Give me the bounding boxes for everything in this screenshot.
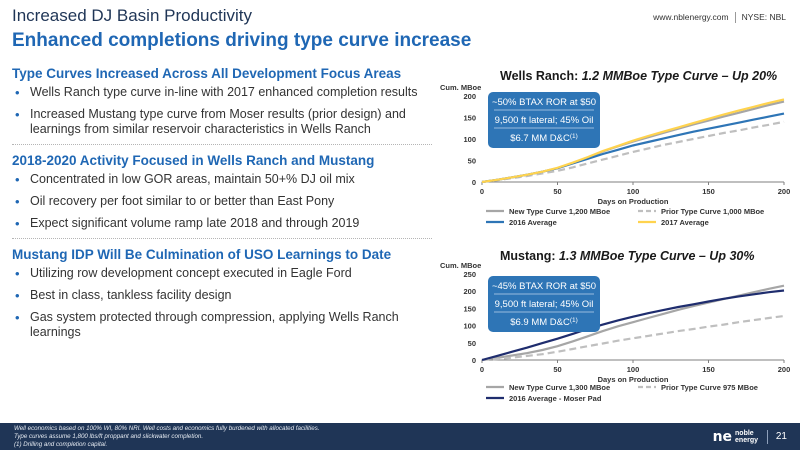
y-tick-label: 100 (463, 135, 476, 144)
header-divider (734, 12, 736, 23)
annotation-line-3-sup: (1) (570, 133, 578, 140)
chart-title-main: Mustang: (500, 249, 559, 263)
annotation-line-2: 9,500 ft lateral; 45% Oil (495, 115, 594, 126)
series-line-3 (481, 98, 785, 184)
x-tick-label: 200 (778, 365, 791, 374)
x-tick-label: 150 (702, 365, 715, 374)
left-text-column: Type Curves Increased Across All Develop… (12, 66, 432, 347)
x-tick-label: 200 (778, 187, 791, 196)
y-tick-label: 100 (463, 322, 476, 331)
annotation-line-3: $6.7 MM D&C(1) (510, 133, 578, 144)
y-tick-label: 250 (463, 270, 476, 279)
bullet-item: Gas system protected through compression… (12, 310, 432, 340)
slide-title: Increased DJ Basin Productivity (12, 6, 252, 25)
mustang-chart: Mustang: 1.3 MMBoe Type Curve – Up 30% Cu… (440, 249, 791, 403)
bullet-list: Concentrated in low GOR areas, maintain … (12, 172, 432, 231)
x-tick-label: 0 (480, 365, 484, 374)
x-tick-label: 100 (627, 187, 640, 196)
dotted-divider (12, 144, 432, 145)
bullet-item: Wells Ranch type curve in-line with 2017… (12, 85, 432, 100)
bullet-item: Utilizing row development concept execut… (12, 266, 432, 281)
y-tick-label: 200 (463, 287, 476, 296)
x-tick-label: 100 (627, 365, 640, 374)
legend-label-0: New Type Curve 1,200 MBoe (509, 207, 610, 216)
annotation-line-1: ~50% BTAX ROR at $50 (492, 97, 596, 108)
y-tick-label: 150 (463, 114, 476, 123)
section-mustang-idp: Mustang IDP Will Be Culmination of USO L… (12, 247, 432, 340)
bullet-list: Wells Ranch type curve in-line with 2017… (12, 85, 432, 137)
x-tick-label: 0 (480, 187, 484, 196)
dotted-divider (12, 238, 432, 239)
bullet-item: Expect significant volume ramp late 2018… (12, 216, 432, 231)
header-info: www.nblenergy.com NYSE: NBL (653, 12, 786, 23)
wells-ranch-chart: Wells Ranch: 1.2 MMBoe Type Curve – Up 2… (440, 69, 791, 227)
y-axis-label: Cum. MBoe (440, 261, 481, 270)
chart-title-italic: 1.3 MMBoe Type Curve – Up 30% (559, 249, 754, 263)
section-activity: 2018-2020 Activity Focused in Wells Ranc… (12, 153, 432, 231)
x-axis-label: Days on Production (598, 375, 669, 384)
legend-label-2: 2016 Average - Moser Pad (509, 394, 602, 403)
chart-title: Wells Ranch: 1.2 MMBoe Type Curve – Up 2… (500, 69, 777, 83)
series-line-1 (481, 120, 785, 184)
page-number: 21 (775, 431, 787, 442)
website-link[interactable]: www.nblenergy.com (653, 12, 729, 22)
logo-text: noble energy (735, 430, 758, 444)
ticker-label: NYSE: NBL (741, 12, 786, 22)
y-tick-label: 50 (468, 339, 476, 348)
bullet-item: Increased Mustang type curve from Moser … (12, 107, 432, 137)
section-heading: 2018-2020 Activity Focused in Wells Ranc… (12, 153, 375, 168)
annotation-line-1: ~45% BTAX ROR at $50 (492, 281, 596, 292)
x-axis-label: Days on Production (598, 197, 669, 206)
logo-text-energy: energy (735, 437, 758, 444)
legend-label-1: Prior Type Curve 975 MBoe (661, 383, 758, 392)
x-tick-label: 50 (553, 187, 561, 196)
legend-label-1: Prior Type Curve 1,000 MBoe (661, 207, 764, 216)
footnotes: Well economics based on 100% WI, 80% NRI… (14, 425, 320, 449)
logo-mark: ne (712, 429, 733, 445)
chart-title: Mustang: 1.3 MMBoe Type Curve – Up 30% (500, 249, 754, 263)
annotation-line-2: 9,500 ft lateral; 45% Oil (495, 299, 594, 310)
section-heading: Type Curves Increased Across All Develop… (12, 66, 402, 81)
footnote-line: Well economics based on 100% WI, 80% NRI… (14, 425, 320, 432)
footer-bar (0, 423, 800, 450)
x-tick-label: 150 (702, 187, 715, 196)
footer-divider (767, 430, 768, 444)
chart-title-main: Wells Ranch: (500, 69, 582, 83)
annotation-line-3-text: $6.9 MM D&C (510, 317, 570, 328)
y-tick-label: 50 (468, 157, 476, 166)
chart-title-italic: 1.2 MMBoe Type Curve – Up 20% (582, 69, 777, 83)
y-tick-label: 0 (472, 178, 476, 187)
x-tick-label: 50 (553, 365, 561, 374)
footnote-line: (1) Drilling and completion capital. (14, 441, 108, 448)
bullet-item: Concentrated in low GOR areas, maintain … (12, 172, 432, 187)
series-line-2 (481, 289, 785, 362)
y-tick-label: 150 (463, 304, 476, 313)
legend-label-2: 2016 Average (509, 218, 557, 227)
annotation-line-3-text: $6.7 MM D&C (510, 133, 570, 144)
noble-energy-logo: ne noble energy (713, 429, 758, 445)
bullet-item: Oil recovery per foot similar to or bett… (12, 194, 432, 209)
annotation-line-3-sup: (1) (570, 317, 578, 324)
annotation-box (488, 276, 600, 332)
bullet-list: Utilizing row development concept execut… (12, 266, 432, 340)
annotation-line-3: $6.9 MM D&C(1) (510, 317, 578, 328)
y-tick-label: 0 (472, 356, 476, 365)
legend-label-0: New Type Curve 1,300 MBoe (509, 383, 610, 392)
legend-label-3: 2017 Average (661, 218, 709, 227)
bullet-item: Best in class, tankless facility design (12, 288, 432, 303)
y-axis-label: Cum. MBoe (440, 83, 481, 92)
section-heading: Mustang IDP Will Be Culmination of USO L… (12, 247, 392, 262)
section-type-curves: Type Curves Increased Across All Develop… (12, 66, 432, 137)
slide-subtitle: Enhanced completions driving type curve … (12, 30, 472, 51)
footnote-line: Type curves assume 1,800 lbs/ft proppant… (14, 433, 204, 440)
logo-text-noble: noble (735, 430, 754, 437)
series-line-1 (481, 314, 785, 362)
y-tick-label: 200 (463, 92, 476, 101)
annotation-box (488, 92, 600, 148)
